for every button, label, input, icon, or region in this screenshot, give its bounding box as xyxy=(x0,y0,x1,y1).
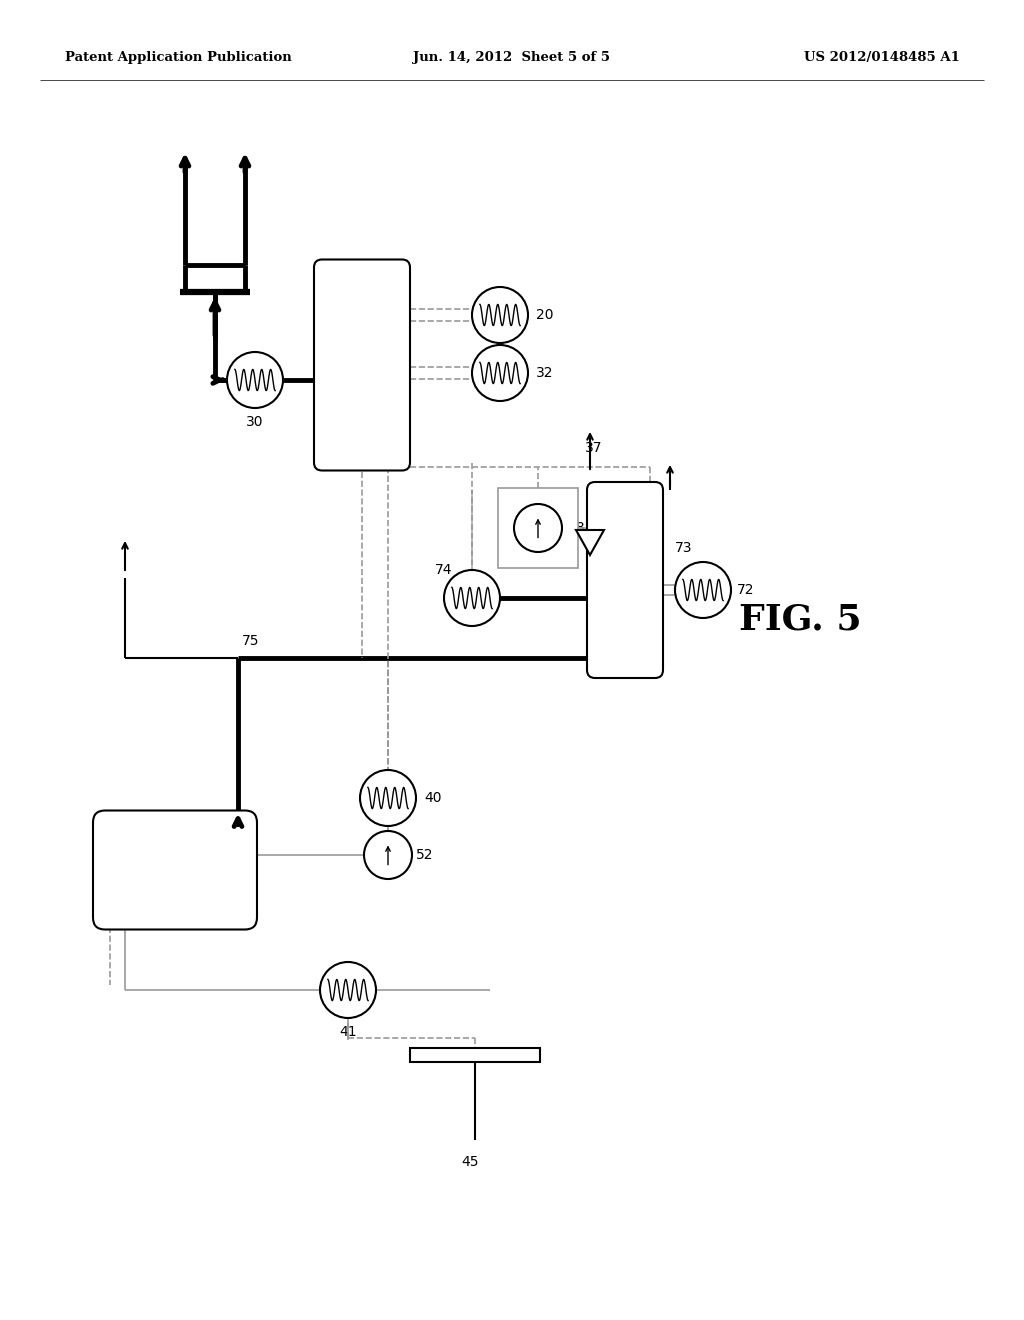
FancyBboxPatch shape xyxy=(314,260,410,470)
Text: FIG. 5: FIG. 5 xyxy=(738,603,861,638)
Text: 70: 70 xyxy=(614,572,636,589)
Circle shape xyxy=(364,832,412,879)
Circle shape xyxy=(444,570,500,626)
Text: 30: 30 xyxy=(246,414,264,429)
Text: 41: 41 xyxy=(339,1026,356,1039)
Text: 73: 73 xyxy=(675,541,692,554)
FancyBboxPatch shape xyxy=(93,810,257,929)
Text: 74: 74 xyxy=(435,564,453,577)
Text: US 2012/0148485 A1: US 2012/0148485 A1 xyxy=(804,51,961,65)
Text: 52: 52 xyxy=(416,847,433,862)
Text: 79: 79 xyxy=(596,490,613,504)
Circle shape xyxy=(360,770,416,826)
Circle shape xyxy=(227,352,283,408)
Text: 75: 75 xyxy=(242,634,259,648)
Text: 78: 78 xyxy=(568,521,586,535)
Text: 32: 32 xyxy=(536,366,554,380)
Text: Jun. 14, 2012  Sheet 5 of 5: Jun. 14, 2012 Sheet 5 of 5 xyxy=(414,51,610,65)
Text: 40: 40 xyxy=(424,791,441,805)
Text: 36: 36 xyxy=(351,356,373,374)
Polygon shape xyxy=(575,531,604,554)
Circle shape xyxy=(675,562,731,618)
Circle shape xyxy=(472,286,528,343)
Text: 72: 72 xyxy=(737,583,755,597)
Circle shape xyxy=(472,345,528,401)
Bar xyxy=(410,1048,540,1063)
Text: 20: 20 xyxy=(536,308,554,322)
Bar xyxy=(498,488,578,568)
Text: 37: 37 xyxy=(585,441,602,455)
Circle shape xyxy=(514,504,562,552)
Text: 50: 50 xyxy=(155,861,175,879)
Text: Patent Application Publication: Patent Application Publication xyxy=(65,51,292,65)
FancyBboxPatch shape xyxy=(587,482,663,678)
Text: 45: 45 xyxy=(461,1155,479,1170)
Circle shape xyxy=(319,962,376,1018)
